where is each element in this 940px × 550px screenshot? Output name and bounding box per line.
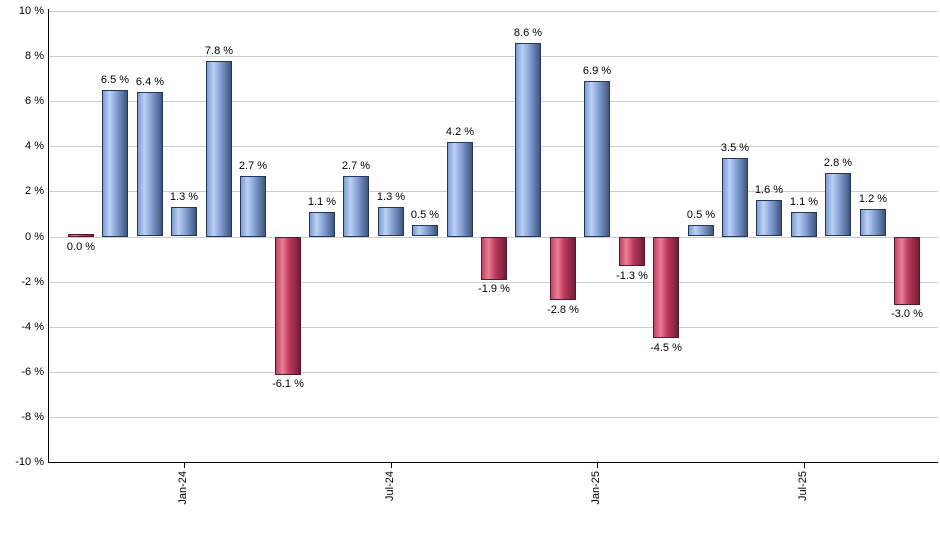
gridline	[48, 101, 938, 102]
bar-positive	[756, 200, 782, 236]
bar-positive	[137, 92, 163, 236]
x-axis-tick	[184, 462, 185, 468]
bar-value-label: 6.9 %	[582, 65, 612, 77]
bar-negative	[68, 234, 94, 237]
bar-value-label: -6.1 %	[272, 378, 304, 390]
bar-value-label: 3.5 %	[720, 142, 750, 154]
y-axis-tick-label: 2 %	[25, 185, 44, 197]
bar-negative	[481, 237, 507, 280]
bar-positive	[515, 43, 541, 237]
y-axis-tick-label: 8 %	[25, 50, 44, 62]
gridline	[48, 282, 938, 283]
gridline	[48, 417, 938, 418]
bar-value-label: 1.3 %	[376, 191, 406, 203]
y-axis-tick-label: -2 %	[21, 276, 44, 288]
x-axis-tick-label: Jul-25	[797, 471, 809, 501]
bar-positive	[722, 158, 748, 237]
bar-positive	[206, 61, 232, 237]
bar-positive	[240, 176, 266, 237]
gridline	[48, 327, 938, 328]
bar-value-label: -4.5 %	[650, 342, 682, 354]
bar-value-label: -3.0 %	[891, 308, 923, 320]
gridline	[48, 11, 938, 12]
bar-value-label: 8.6 %	[513, 27, 543, 39]
gridline	[48, 372, 938, 373]
bar-value-label: 1.2 %	[858, 193, 888, 205]
bar-value-label: 1.1 %	[789, 196, 819, 208]
bar-value-label: -1.9 %	[478, 283, 510, 295]
bar-value-label: 7.8 %	[204, 45, 234, 57]
bar-value-label: 1.6 %	[754, 184, 784, 196]
x-axis-tick-label: Jan-25	[590, 471, 602, 505]
x-axis-tick	[391, 462, 392, 468]
bar-negative	[653, 237, 679, 338]
x-axis-tick-label: Jul-24	[384, 471, 396, 501]
bar-value-label: 2.7 %	[238, 160, 268, 172]
bar-positive	[688, 225, 714, 236]
y-axis-tick-label: 6 %	[25, 95, 44, 107]
bar-positive	[309, 212, 335, 237]
bar-positive	[584, 81, 610, 237]
bar-positive	[412, 225, 438, 236]
bar-positive	[102, 90, 128, 237]
bar-negative	[619, 237, 645, 266]
bar-positive	[171, 207, 197, 236]
bar-negative	[550, 237, 576, 300]
bar-positive	[860, 209, 886, 236]
bar-value-label: 4.2 %	[445, 126, 475, 138]
x-axis-line	[48, 462, 938, 463]
x-axis-tick	[597, 462, 598, 468]
bar-value-label: -1.3 %	[616, 270, 648, 282]
y-axis-tick-label: -10 %	[15, 456, 44, 468]
bar-value-label: 2.7 %	[341, 160, 371, 172]
bar-value-label: -2.8 %	[547, 304, 579, 316]
x-axis-tick	[804, 462, 805, 468]
bar-value-label: 1.1 %	[307, 196, 337, 208]
bar-negative	[275, 237, 301, 375]
bar-value-label: 0.5 %	[410, 209, 440, 221]
y-axis-tick-label: 4 %	[25, 140, 44, 152]
bar-value-label: 2.8 %	[823, 157, 853, 169]
bar-positive	[447, 142, 473, 237]
gridline	[48, 146, 938, 147]
bar-value-label: 0.5 %	[686, 209, 716, 221]
y-axis-tick-label: 10 %	[18, 5, 44, 17]
gridline	[48, 56, 938, 57]
gridline	[48, 191, 938, 192]
y-axis-tick-label: -8 %	[21, 411, 44, 423]
bar-positive	[791, 212, 817, 237]
x-axis-tick-label: Jan-24	[177, 471, 189, 505]
bar-value-label: 1.3 %	[169, 191, 199, 203]
bar-negative	[894, 237, 920, 305]
bar-positive	[343, 176, 369, 237]
bar-positive	[825, 173, 851, 236]
bar-value-label: 0.0 %	[66, 241, 96, 253]
y-axis-line	[48, 9, 49, 463]
bar-positive	[378, 207, 404, 236]
y-axis-tick-label: 0 %	[25, 231, 44, 243]
bar-value-label: 6.4 %	[135, 76, 165, 88]
y-axis-tick-label: -4 %	[21, 321, 44, 333]
bar-value-label: 6.5 %	[100, 74, 130, 86]
y-axis-tick-label: -6 %	[21, 366, 44, 378]
